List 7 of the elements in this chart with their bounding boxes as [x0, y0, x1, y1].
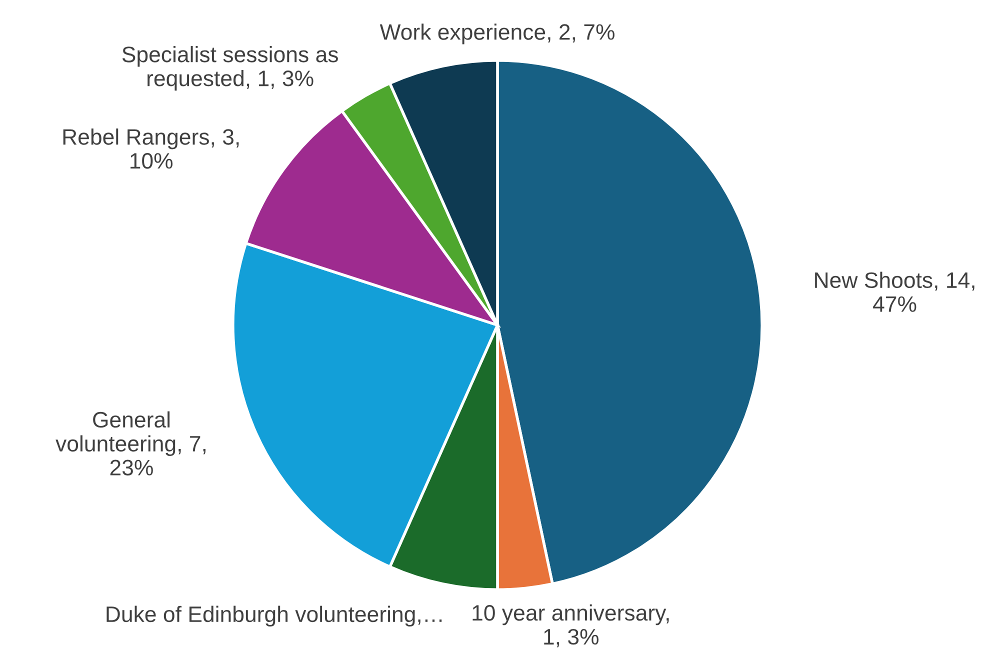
slice-label: Work experience, 2, 7% [380, 24, 614, 44]
slice-label: Rebel Rangers, 3, 10% [63, 128, 239, 169]
slice-label: 10 year anniversary, 1, 3% [472, 604, 669, 648]
slice-label: Specialist sessions as requested, 1, 3% [122, 46, 338, 91]
slice-label: General volunteering, 7, 23% [56, 411, 206, 476]
slice-label: New Shoots, 14, 47% [815, 272, 974, 312]
slice-label: Duke of Edinburgh volunteering,… [106, 606, 442, 627]
